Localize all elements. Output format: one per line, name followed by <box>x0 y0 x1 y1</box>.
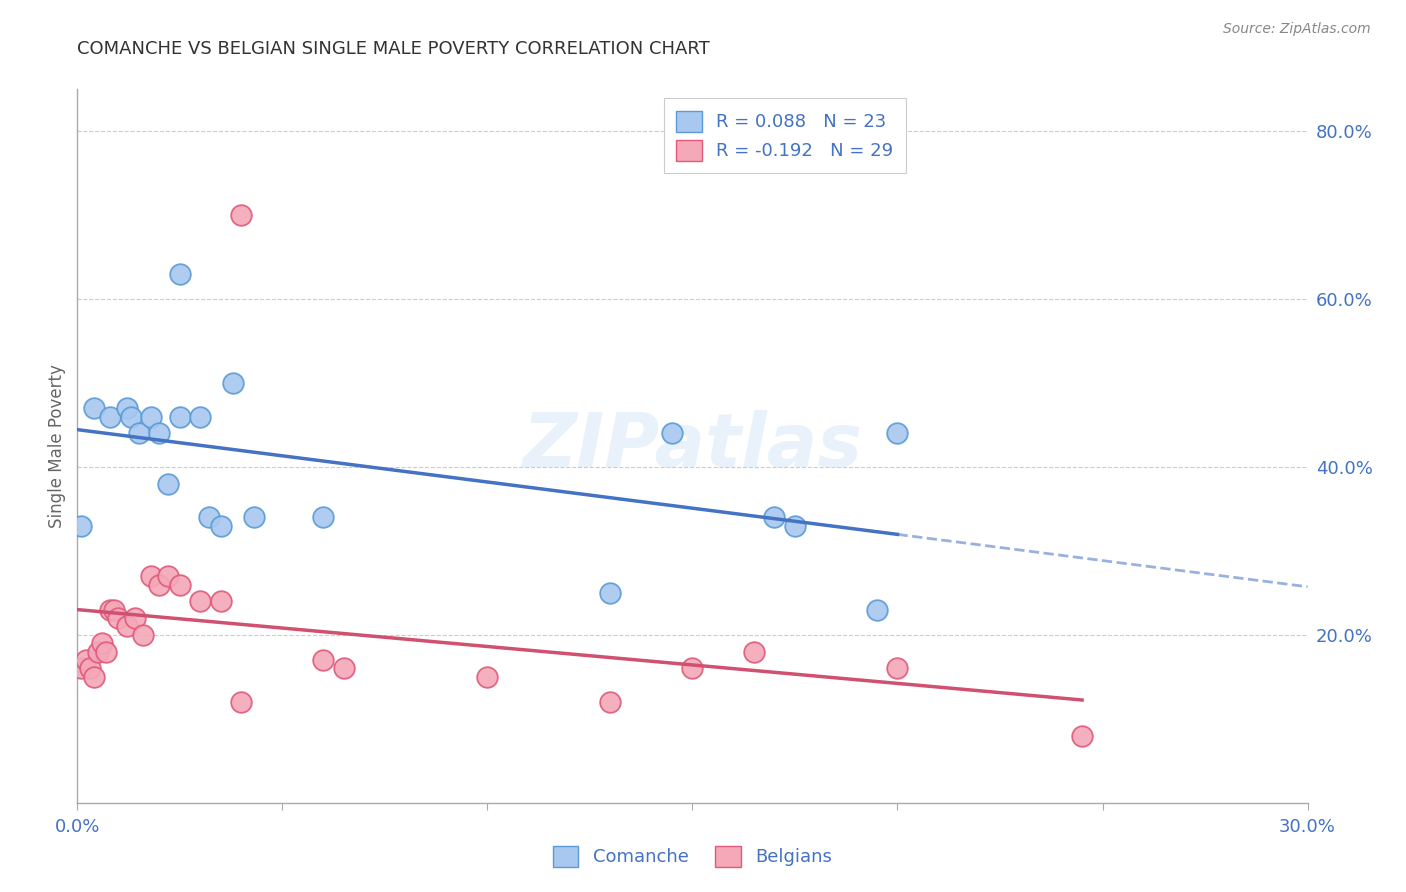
Point <box>477 670 499 684</box>
Point <box>90 636 114 650</box>
Y-axis label: Single Male Poverty: Single Male Poverty <box>48 364 66 528</box>
Point <box>169 409 191 424</box>
Point <box>763 510 786 524</box>
Point <box>886 426 908 441</box>
Point <box>98 409 121 424</box>
Point <box>132 628 155 642</box>
Point <box>103 603 125 617</box>
Point <box>169 267 191 281</box>
Point <box>209 594 232 608</box>
Point <box>148 426 170 441</box>
Point <box>148 577 170 591</box>
Point <box>128 426 150 441</box>
Point <box>866 603 889 617</box>
Point <box>333 661 356 675</box>
Point <box>124 611 146 625</box>
Point <box>188 594 212 608</box>
Point <box>886 661 908 675</box>
Text: COMANCHE VS BELGIAN SINGLE MALE POVERTY CORRELATION CHART: COMANCHE VS BELGIAN SINGLE MALE POVERTY … <box>77 40 710 58</box>
Point <box>98 603 121 617</box>
Point <box>156 476 179 491</box>
Point <box>783 518 806 533</box>
Point <box>120 409 142 424</box>
Point <box>1071 729 1094 743</box>
Point <box>599 586 621 600</box>
Text: ZIPatlas: ZIPatlas <box>523 409 862 483</box>
Text: Source: ZipAtlas.com: Source: ZipAtlas.com <box>1223 22 1371 37</box>
Point <box>231 208 253 222</box>
Point <box>83 670 105 684</box>
Point <box>141 569 163 583</box>
Point <box>661 426 683 441</box>
Legend: Comanche, Belgians: Comanche, Belgians <box>544 837 841 876</box>
Point <box>312 653 335 667</box>
Point <box>87 645 110 659</box>
Point <box>75 653 97 667</box>
Point <box>156 569 179 583</box>
Point <box>742 645 765 659</box>
Point <box>599 695 621 709</box>
Point <box>169 577 191 591</box>
Point <box>682 661 704 675</box>
Point <box>94 645 117 659</box>
Point <box>83 401 105 416</box>
Point <box>79 661 101 675</box>
Point <box>141 409 163 424</box>
Point <box>209 518 232 533</box>
Point <box>115 619 138 633</box>
Point <box>188 409 212 424</box>
Point <box>70 661 93 675</box>
Point <box>231 695 253 709</box>
Point <box>312 510 335 524</box>
Point <box>222 376 245 390</box>
Point <box>107 611 129 625</box>
Point <box>115 401 138 416</box>
Point <box>197 510 219 524</box>
Point <box>242 510 264 524</box>
Point <box>70 518 93 533</box>
